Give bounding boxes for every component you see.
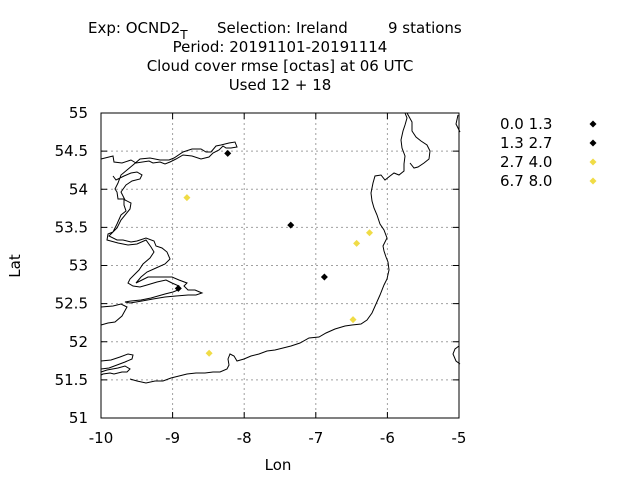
title-period: Period: 20191101-20191114 — [173, 38, 388, 56]
legend-marker-0 — [589, 120, 597, 128]
y-tick-label-1: 51.5 — [55, 371, 88, 389]
x-axis-label: Lon — [265, 456, 292, 474]
data-points — [174, 149, 373, 357]
coastline-ireland-west — [100, 141, 238, 304]
title-variable: Cloud cover rmse [octas] at 06 UTC — [147, 57, 414, 75]
y-tick-label-2: 52 — [69, 333, 88, 351]
y-tick-label-8: 55 — [69, 104, 88, 122]
stations-count: 9 stations — [388, 19, 462, 37]
legend-marker-2 — [589, 158, 597, 166]
data-point-s1-1 — [287, 221, 295, 229]
y-tick-label-6: 54 — [69, 180, 88, 198]
title-used: Used 12 + 18 — [229, 76, 332, 94]
data-point-s1-0 — [224, 149, 232, 157]
exp-prefix: Exp: OCND2 — [88, 19, 180, 37]
x-tick-label-1: -9 — [165, 429, 180, 447]
x-tick-label-3: -7 — [308, 429, 323, 447]
coastline-ireland-south-east — [100, 112, 408, 384]
x-tick-label-2: -8 — [237, 429, 252, 447]
legend-marker-3 — [589, 177, 597, 185]
legend-label-2: 2.7 4.0 — [500, 153, 552, 171]
data-point-s1-3 — [174, 284, 182, 292]
grid-lines — [101, 113, 459, 418]
y-tick-label-0: 51 — [69, 409, 88, 427]
y-tick-label-4: 53 — [69, 257, 88, 275]
tick-layer: -10 -9 -8 -7 -6 -5 51 51.5 52 52.5 53 53.5 54 54.5 55 — [55, 104, 467, 447]
data-point-s2-3 — [349, 316, 357, 324]
x-tick-label-0: -10 — [89, 429, 114, 447]
y-tick-label-7: 54.5 — [55, 142, 88, 160]
y-tick-label-3: 52.5 — [55, 295, 88, 313]
data-point-s2-0 — [183, 194, 191, 202]
legend-label-0: 0.0 1.3 — [500, 115, 552, 133]
selection-text: Selection: Ireland — [217, 19, 348, 37]
legend-label-1: 1.3 2.7 — [500, 134, 552, 152]
data-point-s2-1 — [366, 229, 373, 237]
coastline-map — [100, 112, 461, 384]
data-point-s2-2 — [353, 239, 361, 247]
x-tick-label-5: -5 — [452, 429, 467, 447]
data-point-s2-4 — [205, 349, 213, 357]
legend-label-3: 6.7 8.0 — [500, 172, 552, 190]
x-tick-label-4: -6 — [380, 429, 395, 447]
data-point-s1-2 — [320, 273, 328, 281]
coastline-isle-of-man — [406, 112, 431, 169]
y-tick-label-5: 53.5 — [55, 218, 88, 236]
title-header: Exp: OCND2T Selection: Ireland 9 stations — [88, 19, 462, 42]
y-axis-label: Lat — [6, 254, 24, 278]
exp-subscript: T — [179, 28, 188, 42]
legend: 0.0 1.31.3 2.72.7 4.06.7 8.0 — [500, 115, 597, 190]
legend-marker-1 — [589, 139, 597, 147]
